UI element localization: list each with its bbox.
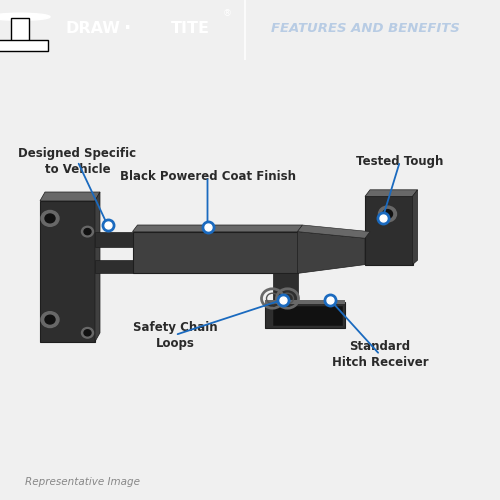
Text: Black Powered Coat Finish: Black Powered Coat Finish (120, 170, 296, 183)
Text: Tested Tough: Tested Tough (356, 154, 444, 168)
Polygon shape (265, 302, 345, 328)
Text: DRAW: DRAW (65, 22, 120, 36)
Circle shape (84, 228, 91, 234)
Polygon shape (365, 196, 412, 264)
Circle shape (84, 330, 91, 336)
Polygon shape (95, 260, 132, 274)
Polygon shape (265, 300, 345, 304)
FancyBboxPatch shape (0, 40, 48, 51)
Text: Safety Chain
Loops: Safety Chain Loops (132, 320, 218, 350)
Text: ·: · (124, 20, 131, 38)
Polygon shape (272, 306, 342, 326)
Text: Designed Specific
to Vehicle: Designed Specific to Vehicle (18, 146, 136, 176)
Polygon shape (95, 192, 100, 342)
Circle shape (0, 13, 50, 20)
Text: Representative Image: Representative Image (25, 477, 140, 487)
Polygon shape (40, 201, 95, 342)
Circle shape (82, 328, 94, 338)
Polygon shape (132, 232, 298, 274)
Circle shape (378, 206, 396, 222)
Circle shape (41, 312, 59, 328)
Circle shape (41, 210, 59, 226)
Circle shape (45, 214, 55, 223)
FancyBboxPatch shape (11, 18, 29, 42)
Text: FEATURES AND BENEFITS: FEATURES AND BENEFITS (270, 22, 460, 36)
Polygon shape (412, 190, 418, 264)
Polygon shape (132, 225, 302, 232)
Polygon shape (40, 192, 100, 201)
Circle shape (82, 226, 94, 237)
Polygon shape (298, 225, 370, 238)
Polygon shape (95, 232, 132, 247)
Polygon shape (298, 232, 365, 274)
Circle shape (382, 210, 392, 218)
Polygon shape (272, 274, 297, 328)
Polygon shape (365, 190, 418, 196)
Text: Standard
Hitch Receiver: Standard Hitch Receiver (332, 340, 428, 370)
Text: ®: ® (223, 8, 232, 18)
Text: TITE: TITE (170, 22, 209, 36)
Circle shape (45, 315, 55, 324)
